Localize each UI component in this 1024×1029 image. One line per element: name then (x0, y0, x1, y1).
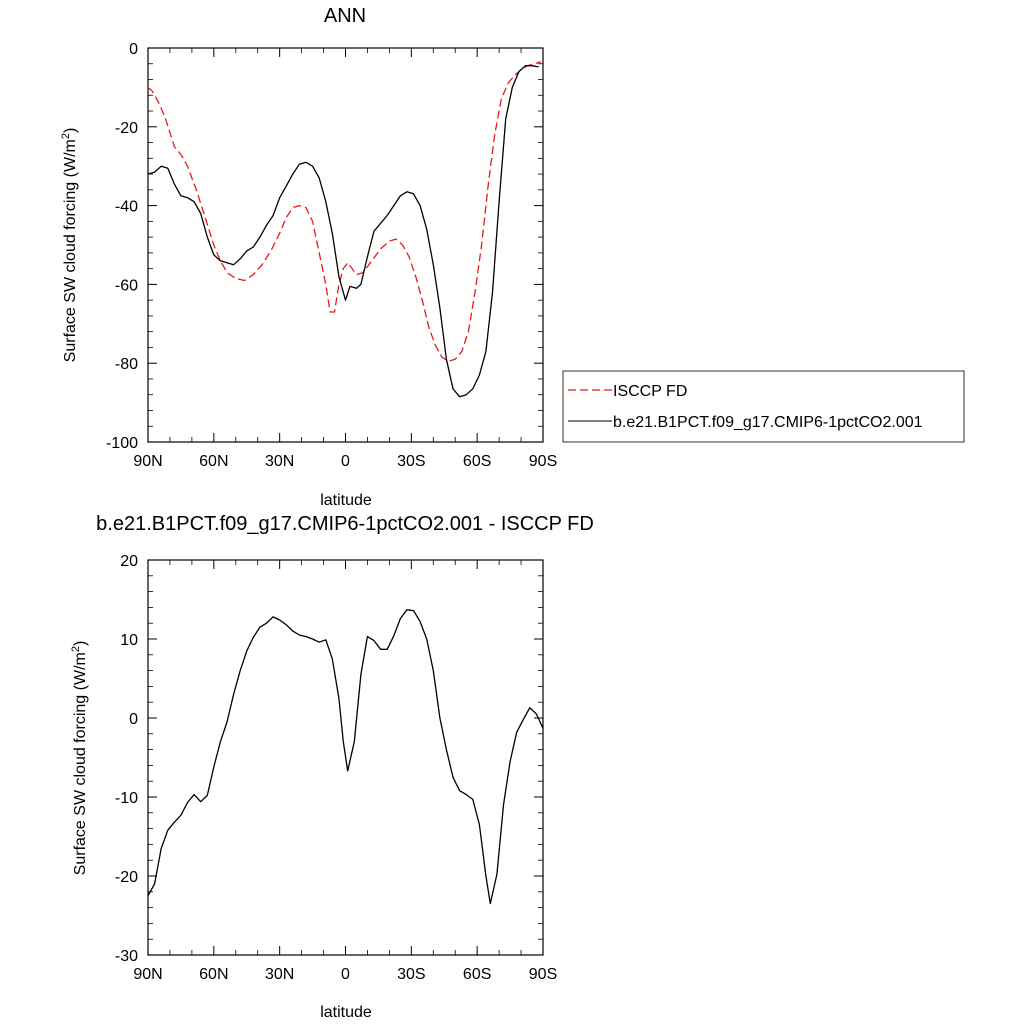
x-tick-label: 60S (463, 453, 491, 470)
x-tick-label: 90S (529, 453, 557, 470)
chart1-y-tick-labels: 0 -20 -40 -60 -80 -100 (106, 41, 138, 452)
y-tick-label: -60 (115, 277, 138, 294)
chart2-x-axis-label: latitude (320, 1004, 372, 1021)
legend-label-isccp-fd: ISCCP FD (613, 383, 687, 400)
chart2-y-axis-label: Surface SW cloud forcing (W/m2) (70, 641, 89, 876)
chart1-y-axis-label-main: Surface SW cloud forcing (W/m (62, 139, 79, 362)
series-line-isccp-fd (147, 61, 541, 362)
series-line-difference (147, 609, 544, 905)
y-tick-label: -20 (115, 120, 138, 137)
x-tick-label: 60N (199, 966, 228, 983)
chart1-title: ANN (324, 5, 366, 27)
x-tick-label: 60N (199, 453, 228, 470)
chart1-ticks (147, 47, 544, 443)
chart1-legend: ISCCP FD b.e21.B1PCT.f09_g17.CMIP6-1pctC… (562, 370, 965, 443)
y-tick-label: 10 (120, 632, 138, 649)
x-tick-label: 90N (133, 966, 162, 983)
chart2-title: b.e21.B1PCT.f09_g17.CMIP6-1pctCO2.001 - … (96, 513, 594, 535)
chart2-y-axis-label-suffix: ) (72, 641, 89, 646)
y-tick-label: 20 (120, 553, 138, 570)
series-line-model (147, 65, 539, 398)
x-tick-label: 90N (133, 453, 162, 470)
y-tick-label: -20 (115, 869, 138, 886)
chart2-y-axis-label-sup: 2 (70, 646, 82, 652)
chart1-y-axis-label: Surface SW cloud forcing (W/m2) (60, 128, 79, 363)
x-tick-label: 60S (463, 966, 491, 983)
y-tick-label: -30 (115, 948, 138, 965)
x-tick-label: 30N (265, 453, 294, 470)
x-tick-label: 90S (529, 966, 557, 983)
chart1-series (147, 61, 541, 398)
chart2-ticks (147, 559, 544, 956)
x-tick-label: 30N (265, 966, 294, 983)
chart1-y-axis-label-suffix: ) (62, 128, 79, 133)
chart2-y-axis-label-main: Surface SW cloud forcing (W/m (72, 652, 89, 875)
y-tick-label: 0 (129, 41, 138, 58)
y-tick-label: -40 (115, 199, 138, 216)
x-tick-label: 0 (341, 453, 350, 470)
y-tick-label: -100 (106, 435, 138, 452)
x-tick-label: 0 (341, 966, 350, 983)
chart2-series (147, 609, 544, 905)
chart2-y-tick-labels: 20 10 0 -10 -20 -30 (115, 553, 138, 965)
y-tick-label: -10 (115, 790, 138, 807)
chart1-x-axis-label: latitude (320, 492, 372, 509)
chart1-x-tick-labels: 90N 60N 30N 0 30S 60S 90S (133, 453, 557, 470)
x-tick-label: 30S (397, 966, 425, 983)
legend-box (562, 370, 965, 443)
x-tick-label: 30S (397, 453, 425, 470)
y-tick-label: -80 (115, 356, 138, 373)
chart1-y-axis-label-sup: 2 (60, 133, 72, 139)
chart1-plot-frame (147, 47, 544, 443)
legend-label-model: b.e21.B1PCT.f09_g17.CMIP6-1pctCO2.001 (613, 414, 923, 431)
y-tick-label: 0 (129, 711, 138, 728)
chart2-x-tick-labels: 90N 60N 30N 0 30S 60S 90S (133, 966, 557, 983)
